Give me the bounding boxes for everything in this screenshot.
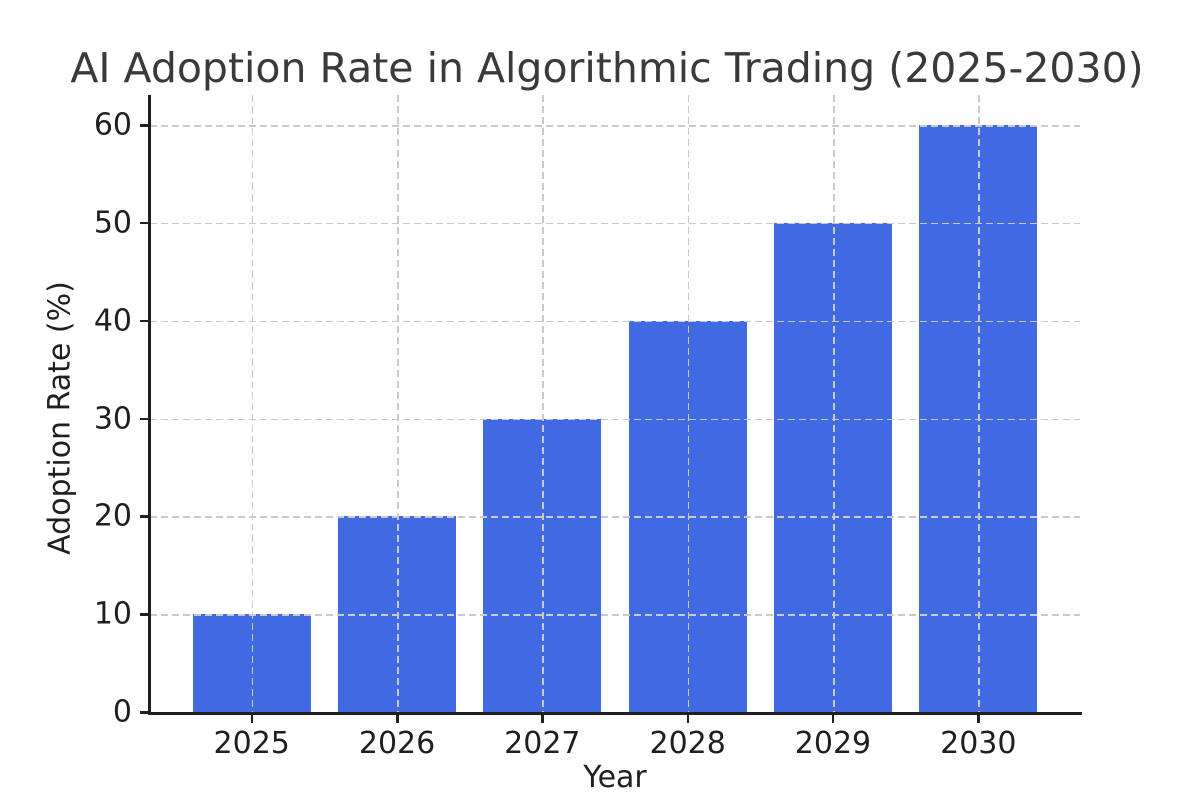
y-tick-label-30: 30 [93,401,132,436]
y-tick-label-60: 60 [93,107,132,143]
x-tick-label-2030: 2030 [940,726,1017,761]
x-tick-label-2025: 2025 [213,726,290,761]
y-tick-20 [140,515,149,518]
y-tick-label-50: 50 [93,205,132,241]
bar-2026 [338,516,457,712]
bar-2030 [919,125,1038,712]
y-tick-40 [140,319,149,323]
x-tick-label-2028: 2028 [649,726,726,761]
y-tick-10 [140,613,149,616]
x-tick-2029 [831,714,835,723]
bar-2028 [628,320,747,712]
chart-title: AI Adoption Rate in Algorithmic Trading … [70,44,1144,92]
y-tick-50 [140,221,149,225]
bar-2027 [483,418,602,712]
bar-2029 [773,222,892,712]
y-tick-label-20: 20 [93,498,132,534]
x-tick-2028 [686,714,690,723]
x-tick-label-2027: 2027 [504,726,581,761]
y-tick-60 [140,124,149,127]
y-tick-30 [140,417,149,420]
bar-2025 [192,614,311,712]
y-tick-label-40: 40 [93,303,132,339]
x-axis-spine [148,712,1082,715]
x-tick-2025 [250,714,254,723]
x-tick-label-2026: 2026 [358,726,436,761]
x-tick-2027 [541,714,544,723]
y-tick-label-10: 10 [93,596,132,632]
x-tick-label-2029: 2029 [794,726,872,761]
y-tick-0 [140,711,149,714]
y-tick-label-0: 0 [112,694,132,730]
x-tick-2030 [977,714,980,723]
y-axis-spine [148,95,151,714]
x-axis-label: Year [583,760,647,795]
x-tick-2026 [396,714,399,723]
